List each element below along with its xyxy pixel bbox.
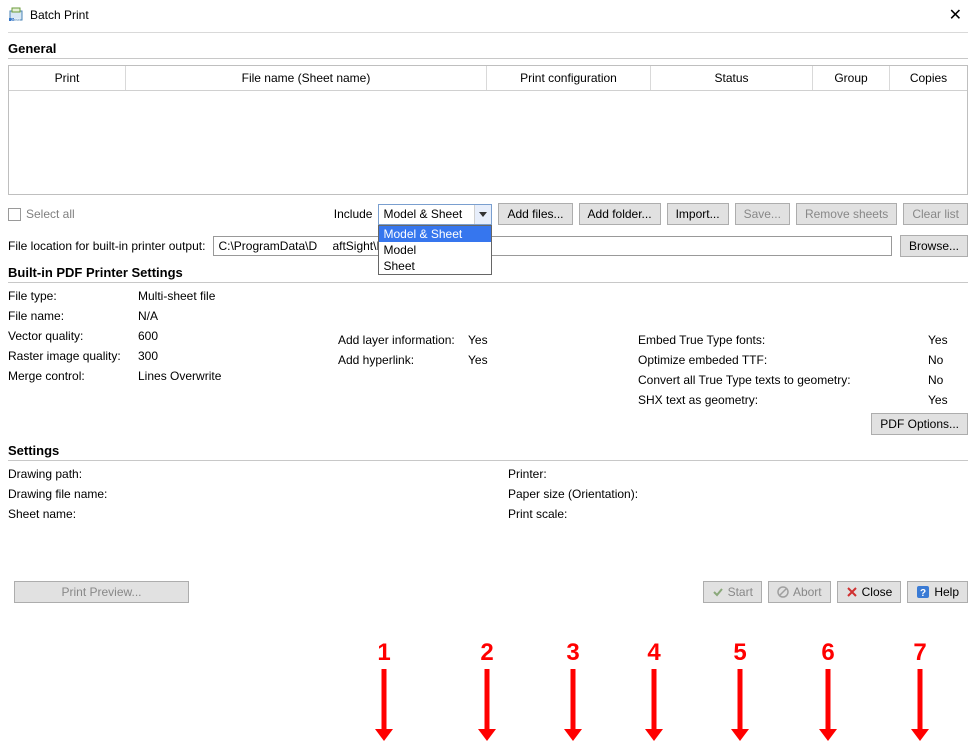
save-button[interactable]: Save... xyxy=(735,203,790,225)
help-icon: ? xyxy=(916,585,930,599)
shx-label: SHX text as geometry: xyxy=(638,393,928,407)
remove-sheets-button[interactable]: Remove sheets xyxy=(796,203,897,225)
close-button[interactable]: Close xyxy=(837,581,902,603)
embed-tt-value: Yes xyxy=(928,333,968,347)
table-body xyxy=(9,91,967,194)
drawing-path-label: Drawing path: xyxy=(8,467,82,481)
raster-quality-value: 300 xyxy=(138,349,338,363)
print-scale-label: Print scale: xyxy=(508,507,567,521)
import-button[interactable]: Import... xyxy=(667,203,729,225)
annotation-arrow: 4 xyxy=(643,639,665,741)
include-option[interactable]: Model xyxy=(379,242,491,258)
print-preview-button[interactable]: Print Preview... xyxy=(14,581,189,603)
add-files-button[interactable]: Add files... xyxy=(498,203,572,225)
include-combo[interactable]: Model & Sheet Model & Sheet Model Sheet xyxy=(378,204,492,225)
include-option[interactable]: Sheet xyxy=(379,258,491,274)
annotation-number: 4 xyxy=(647,639,660,667)
select-all-label: Select all xyxy=(26,207,75,221)
select-all-checkbox[interactable]: Select all xyxy=(8,207,75,221)
add-layer-value: Yes xyxy=(468,333,638,347)
optimize-ttf-label: Optimize embeded TTF: xyxy=(638,353,928,367)
table-header: Print File name (Sheet name) Print confi… xyxy=(9,66,967,91)
sheet-name-label: Sheet name: xyxy=(8,507,76,521)
file-type-value: Multi-sheet file xyxy=(138,289,338,303)
annotation-number: 5 xyxy=(733,639,746,667)
optimize-ttf-value: No xyxy=(928,353,968,367)
merge-control-value: Lines Overwrite xyxy=(138,369,338,383)
col-group[interactable]: Group xyxy=(813,66,890,90)
annotation-arrow: 3 xyxy=(562,639,584,741)
settings-heading: Settings xyxy=(8,443,968,458)
annotation-arrow: 5 xyxy=(729,639,751,741)
col-status[interactable]: Status xyxy=(651,66,813,90)
pdf-options-button[interactable]: PDF Options... xyxy=(871,413,968,435)
add-layer-label: Add layer information: xyxy=(338,333,468,347)
help-button[interactable]: ? Help xyxy=(907,581,968,603)
shx-value: Yes xyxy=(928,393,968,407)
svg-text:2020: 2020 xyxy=(11,17,21,22)
annotation-arrow: 1 xyxy=(373,639,395,741)
app-icon: 2020 xyxy=(8,7,24,23)
start-button[interactable]: Start xyxy=(703,581,762,603)
toolbar-row: Select all Include Model & Sheet Model &… xyxy=(8,203,968,225)
output-path-input[interactable]: C:\ProgramData\D aftSight\Print Configur… xyxy=(213,236,892,256)
convert-tt-value: No xyxy=(928,373,968,387)
chevron-down-icon[interactable] xyxy=(474,205,491,224)
close-label: Close xyxy=(862,585,893,599)
raster-quality-label: Raster image quality: xyxy=(8,349,138,363)
start-label: Start xyxy=(728,585,753,599)
svg-text:?: ? xyxy=(920,588,926,599)
sheet-table: Print File name (Sheet name) Print confi… xyxy=(8,65,968,195)
abort-button[interactable]: Abort xyxy=(768,581,831,603)
vector-quality-label: Vector quality: xyxy=(8,329,138,343)
include-combo-value: Model & Sheet xyxy=(379,207,474,221)
annotation-number: 2 xyxy=(480,639,493,667)
col-filename[interactable]: File name (Sheet name) xyxy=(126,66,487,90)
vector-quality-value: 600 xyxy=(138,329,338,343)
annotation-number: 1 xyxy=(377,639,390,667)
convert-tt-label: Convert all True Type texts to geometry: xyxy=(638,373,928,387)
pdf-section: Built-in PDF Printer Settings File type:… xyxy=(0,265,976,435)
add-folder-button[interactable]: Add folder... xyxy=(579,203,661,225)
general-heading: General xyxy=(8,41,968,56)
annotation-arrow: 2 xyxy=(476,639,498,741)
file-name-value: N/A xyxy=(138,309,338,323)
footer: Print Preview... Start Abort Close ? Hel… xyxy=(8,581,968,603)
browse-button[interactable]: Browse... xyxy=(900,235,968,257)
file-type-label: File type: xyxy=(8,289,138,303)
path-text-left: C:\ProgramData\D xyxy=(218,239,332,253)
general-section: General Print File name (Sheet name) Pri… xyxy=(0,41,976,257)
embed-tt-label: Embed True Type fonts: xyxy=(638,333,928,347)
abort-label: Abort xyxy=(793,585,822,599)
merge-control-label: Merge control: xyxy=(8,369,138,383)
settings-section: Settings Drawing path: Printer: Drawing … xyxy=(0,443,976,521)
close-icon[interactable]: ✕ xyxy=(943,5,968,25)
x-icon xyxy=(846,586,858,598)
col-print[interactable]: Print xyxy=(9,66,126,90)
checkbox-icon xyxy=(8,208,21,221)
drawing-file-label: Drawing file name: xyxy=(8,487,107,501)
file-name-label: File name: xyxy=(8,309,138,323)
col-copies[interactable]: Copies xyxy=(890,66,967,90)
printer-label: Printer: xyxy=(508,467,547,481)
include-option[interactable]: Model & Sheet xyxy=(379,226,491,242)
output-path-label: File location for built-in printer outpu… xyxy=(8,239,205,253)
window-title: Batch Print xyxy=(30,8,89,22)
annotation-arrow: 6 xyxy=(817,639,839,741)
check-icon xyxy=(712,586,724,598)
include-dropdown: Model & Sheet Model Sheet xyxy=(378,225,492,275)
include-label: Include xyxy=(334,207,373,221)
add-hyperlink-label: Add hyperlink: xyxy=(338,353,468,367)
help-label: Help xyxy=(934,585,959,599)
paper-size-label: Paper size (Orientation): xyxy=(508,487,638,501)
add-hyperlink-value: Yes xyxy=(468,353,638,367)
annotation-number: 7 xyxy=(913,639,926,667)
clear-list-button[interactable]: Clear list xyxy=(903,203,968,225)
annotation-arrow: 7 xyxy=(909,639,931,741)
col-printcfg[interactable]: Print configuration xyxy=(487,66,651,90)
titlebar: 2020 Batch Print ✕ xyxy=(0,0,976,28)
annotation-number: 6 xyxy=(821,639,834,667)
stop-icon xyxy=(777,586,789,598)
annotation-number: 3 xyxy=(566,639,579,667)
